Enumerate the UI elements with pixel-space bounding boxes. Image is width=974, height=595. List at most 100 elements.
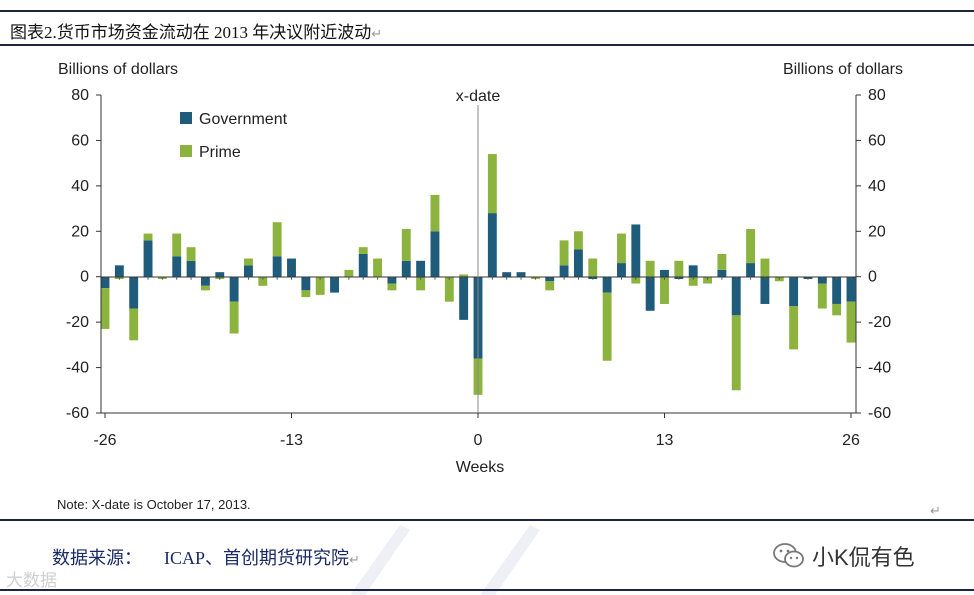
bar-government (559, 265, 569, 277)
bar-prime (229, 301, 239, 334)
bar-prime (789, 306, 799, 350)
bar-prime (645, 260, 655, 277)
legend-swatch-government (180, 112, 192, 124)
bar-government (100, 276, 110, 289)
source-text: ICAP、首创期货研究院 (164, 548, 350, 568)
wechat-account: 小K侃有色 (772, 540, 915, 572)
x-tick-label: -13 (280, 432, 303, 449)
bar-prime (760, 258, 770, 277)
bar-government (172, 256, 182, 277)
bar-prime (143, 233, 153, 241)
bar-government (330, 276, 339, 293)
return-mark-icon: ↵ (371, 26, 383, 41)
bar-prime (244, 258, 253, 266)
bar-prime (459, 274, 469, 277)
bar-prime (703, 276, 712, 284)
y-tick-label-right: 80 (868, 87, 886, 104)
bar-prime (258, 276, 268, 286)
bar-prime (358, 247, 368, 254)
watermark: 大数据 (6, 571, 57, 590)
y-tick-label-right: 0 (868, 269, 877, 286)
bar-government (746, 263, 756, 277)
bar-government (487, 213, 497, 277)
bar-prime (717, 254, 727, 270)
caption-rule (0, 44, 974, 46)
bar-prime (373, 258, 383, 277)
legend-swatch-prime (180, 145, 192, 157)
bar-government (573, 249, 583, 277)
wechat-account-name: 小K侃有色 (812, 545, 915, 570)
y-tick-label-left: -40 (66, 360, 89, 377)
bar-government (114, 265, 124, 277)
x-tick-label: 0 (474, 432, 483, 449)
bar-prime (129, 308, 139, 341)
x-tick-label: 13 (656, 432, 674, 449)
bar-prime (559, 240, 569, 266)
bar-prime (817, 283, 827, 309)
legend-label-prime: Prime (199, 144, 241, 161)
bar-government (416, 260, 426, 277)
x-axis-title: Weeks (456, 459, 505, 476)
bar-prime (315, 276, 325, 295)
caption-text: 图表2.货币市场资金流动在 2013 年决议附近波动 (10, 23, 372, 42)
bar-government (229, 276, 239, 302)
bar-prime (688, 276, 698, 286)
bar-government (688, 265, 698, 277)
y-tick-label-right: -40 (868, 360, 891, 377)
bar-government (789, 276, 799, 307)
bar-prime (416, 276, 426, 291)
bar-prime (545, 281, 555, 291)
bar-government (287, 258, 296, 277)
y-tick-label-left: 40 (71, 178, 89, 195)
source-label: 数据来源： (52, 548, 142, 568)
bar-prime (100, 288, 110, 329)
y-tick-label-left: 0 (80, 269, 89, 286)
bar-government (817, 276, 827, 284)
bar-government (731, 276, 741, 316)
y-tick-label-left: -20 (66, 314, 89, 331)
y-tick-label-right: 60 (868, 132, 886, 149)
bar-government (143, 240, 153, 277)
bar-government (660, 269, 669, 277)
bar-government (215, 272, 225, 277)
bar-prime (602, 292, 612, 361)
legend: Government Prime (180, 111, 288, 161)
y-tick-label-left: -60 (66, 405, 89, 422)
bar-prime (186, 247, 196, 261)
bar-prime (846, 301, 856, 343)
bar-government (846, 276, 856, 302)
chart-note: Note: X-date is October 17, 2013. (57, 497, 251, 512)
bar-government (387, 276, 397, 284)
bar-prime (746, 229, 756, 264)
y-tick-label-left: 80 (71, 87, 89, 104)
y-tick-label-right: 40 (868, 178, 886, 195)
page-bottom-rule (0, 589, 974, 591)
bar-prime (832, 303, 842, 316)
bar-chart: -60 -60 -40 -40 -20 -20 0 0 20 20 40 40 60 60 80 80 -26 -… (58, 61, 903, 476)
bar-government (272, 256, 282, 277)
bar-government (186, 260, 196, 277)
bar-prime (401, 229, 411, 261)
right-axis-title: Billions of dollars (783, 61, 903, 78)
return-mark-icon: ↵ (349, 552, 360, 567)
bar-prime (617, 233, 626, 264)
bar-government (401, 260, 411, 277)
bar-prime (674, 260, 684, 277)
bar-government (516, 272, 526, 277)
bar-government (459, 276, 469, 320)
bar-prime (660, 276, 669, 304)
bar-prime (731, 315, 741, 391)
x-tick-label: 26 (842, 432, 860, 449)
bar-government (617, 263, 626, 277)
bar-prime (200, 285, 210, 291)
bar-prime (444, 276, 454, 302)
y-tick-label-right: -60 (868, 405, 891, 422)
bar-government (717, 269, 727, 277)
bar-prime (573, 231, 583, 250)
bar-government (301, 276, 311, 291)
bar-government (760, 276, 770, 304)
y-tick-label-left: 60 (71, 132, 89, 149)
bottom-rule (0, 519, 974, 521)
bar-government (244, 265, 253, 277)
bar-prime (588, 258, 598, 277)
